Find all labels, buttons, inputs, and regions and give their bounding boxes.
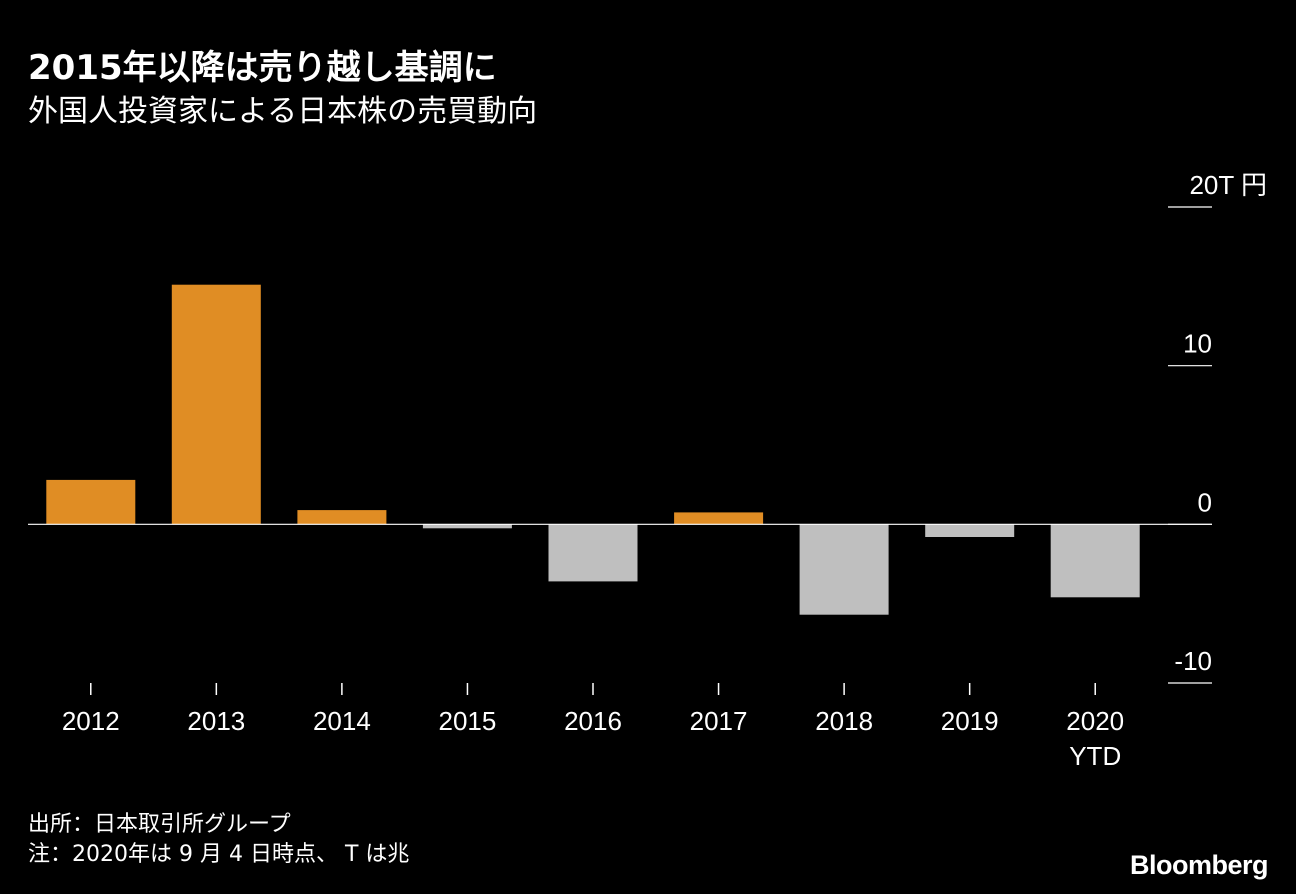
bar-2019 <box>925 524 1015 537</box>
y-tick-label--10: -10 <box>1174 646 1212 676</box>
bar-2014 <box>297 510 387 525</box>
x-tick-label-2019: 2019 <box>941 706 999 736</box>
source-note: 出所：日本取引所グループ <box>28 812 291 837</box>
bar-2013 <box>171 284 261 525</box>
x-tick-label-2013: 2013 <box>187 706 245 736</box>
x-tick-label-2020: 2020 <box>1066 706 1124 736</box>
x-tick-label-2018: 2018 <box>815 706 873 736</box>
y-tick-label-20: 20T 円 <box>1189 170 1267 200</box>
bar-2018 <box>799 524 889 615</box>
y-tick-label-10: 10 <box>1183 329 1212 359</box>
bar-2012 <box>46 479 136 525</box>
x-tick-label-2016: 2016 <box>564 706 622 736</box>
x-tick-label-2015: 2015 <box>439 706 497 736</box>
x-tick-label-2012: 2012 <box>62 706 120 736</box>
x-tick-label-2017: 2017 <box>690 706 748 736</box>
bar-2020 <box>1050 524 1140 598</box>
x-tick-sublabel-2020: YTD <box>1069 741 1121 771</box>
bar-2017 <box>674 512 764 525</box>
chart-footer: 出所：日本取引所グループ 注：2020年は 9 月 4 日時点、 T は兆 <box>28 810 409 870</box>
chart-title: 2015年以降は売り越し基調に <box>28 48 497 88</box>
footnote: 注：2020年は 9 月 4 日時点、 T は兆 <box>28 842 410 867</box>
bar-2015 <box>422 524 512 529</box>
chart-subtitle: 外国人投資家による日本株の売買動向 <box>28 94 538 129</box>
x-tick-label-2014: 2014 <box>313 706 371 736</box>
y-tick-label-0: 0 <box>1198 487 1212 517</box>
bar-2016 <box>548 524 638 582</box>
bloomberg-logo: Bloomberg <box>1129 850 1269 880</box>
